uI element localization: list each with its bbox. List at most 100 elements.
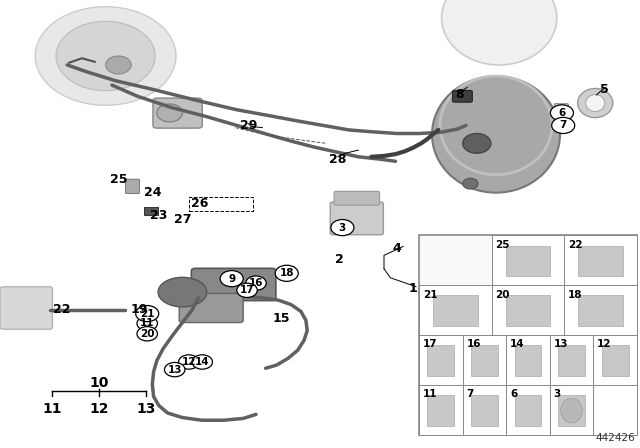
Bar [463, 335, 506, 385]
Bar [463, 385, 506, 435]
Text: 1: 1 [408, 282, 417, 296]
Circle shape [136, 306, 159, 322]
Circle shape [179, 355, 199, 369]
Bar [419, 335, 463, 385]
Bar [593, 335, 637, 385]
Text: 16: 16 [467, 340, 481, 349]
Bar [419, 285, 492, 335]
FancyBboxPatch shape [153, 98, 202, 128]
Circle shape [331, 220, 354, 236]
Circle shape [275, 265, 298, 281]
Text: 14: 14 [510, 340, 525, 349]
Text: 25: 25 [495, 240, 510, 250]
Text: 11: 11 [43, 402, 62, 416]
Circle shape [106, 56, 131, 74]
Text: 12: 12 [597, 340, 612, 349]
Text: 10: 10 [90, 376, 109, 390]
Text: 18: 18 [568, 289, 582, 300]
Circle shape [157, 104, 182, 122]
Circle shape [246, 276, 266, 290]
Bar [564, 235, 637, 285]
FancyBboxPatch shape [125, 179, 140, 194]
Text: 9: 9 [228, 274, 236, 284]
Text: 3: 3 [554, 389, 561, 399]
Bar [492, 235, 564, 285]
Text: 26: 26 [191, 197, 209, 211]
Bar [492, 285, 564, 335]
Text: 8: 8 [455, 87, 464, 101]
Text: 13: 13 [554, 340, 568, 349]
Ellipse shape [442, 0, 557, 65]
Ellipse shape [35, 7, 176, 105]
Text: 12: 12 [90, 402, 109, 416]
Text: 6: 6 [510, 389, 517, 399]
Bar [550, 385, 593, 435]
Text: 7: 7 [559, 121, 567, 130]
Text: 14: 14 [195, 357, 209, 367]
Text: 21: 21 [423, 289, 438, 300]
Circle shape [220, 271, 243, 287]
Circle shape [137, 327, 157, 341]
Ellipse shape [56, 21, 156, 91]
Text: 12: 12 [182, 357, 196, 367]
Bar [433, 295, 478, 326]
Text: 27: 27 [173, 213, 191, 226]
Circle shape [463, 134, 491, 153]
Text: 25: 25 [109, 172, 127, 186]
FancyBboxPatch shape [334, 191, 380, 205]
Bar [428, 395, 454, 426]
Bar [471, 345, 498, 376]
Text: 16: 16 [249, 278, 263, 288]
Text: 5: 5 [600, 83, 609, 96]
Bar [144, 207, 158, 215]
Circle shape [164, 362, 185, 377]
Text: 6: 6 [558, 108, 566, 118]
Bar [550, 335, 593, 385]
Bar [506, 335, 550, 385]
Text: 18: 18 [280, 268, 294, 278]
FancyBboxPatch shape [452, 90, 472, 102]
Ellipse shape [578, 89, 613, 117]
Bar [506, 385, 550, 435]
Text: 17: 17 [240, 285, 254, 295]
FancyBboxPatch shape [554, 103, 568, 111]
Text: 29: 29 [239, 119, 257, 132]
Text: 20: 20 [140, 329, 154, 339]
Bar [515, 395, 541, 426]
Bar [506, 246, 550, 276]
Text: 2: 2 [335, 253, 344, 267]
Circle shape [237, 283, 257, 297]
Bar [578, 246, 623, 276]
Text: 22: 22 [568, 240, 582, 250]
Text: 7: 7 [467, 389, 474, 399]
FancyBboxPatch shape [191, 268, 276, 301]
Text: 28: 28 [329, 152, 347, 166]
Text: 17: 17 [423, 340, 438, 349]
FancyBboxPatch shape [330, 202, 383, 235]
Text: 13: 13 [136, 402, 156, 416]
Bar [564, 285, 637, 335]
Text: 23: 23 [150, 208, 168, 222]
Bar [602, 345, 628, 376]
FancyBboxPatch shape [554, 112, 568, 120]
Circle shape [192, 355, 212, 369]
Circle shape [463, 178, 478, 189]
Ellipse shape [432, 76, 560, 193]
Circle shape [137, 316, 157, 331]
Bar [419, 385, 463, 435]
Circle shape [552, 117, 575, 134]
Text: 3: 3 [339, 223, 346, 233]
Bar [578, 295, 623, 326]
Bar [506, 295, 550, 326]
Circle shape [550, 105, 573, 121]
Ellipse shape [586, 95, 605, 112]
Bar [558, 345, 585, 376]
Bar [558, 395, 585, 426]
Text: 19: 19 [131, 302, 148, 316]
Text: 15: 15 [273, 311, 291, 325]
Text: 22: 22 [53, 302, 71, 316]
Text: 20: 20 [495, 289, 510, 300]
Text: 4: 4 [392, 242, 401, 255]
Bar [428, 345, 454, 376]
Bar [419, 235, 637, 435]
